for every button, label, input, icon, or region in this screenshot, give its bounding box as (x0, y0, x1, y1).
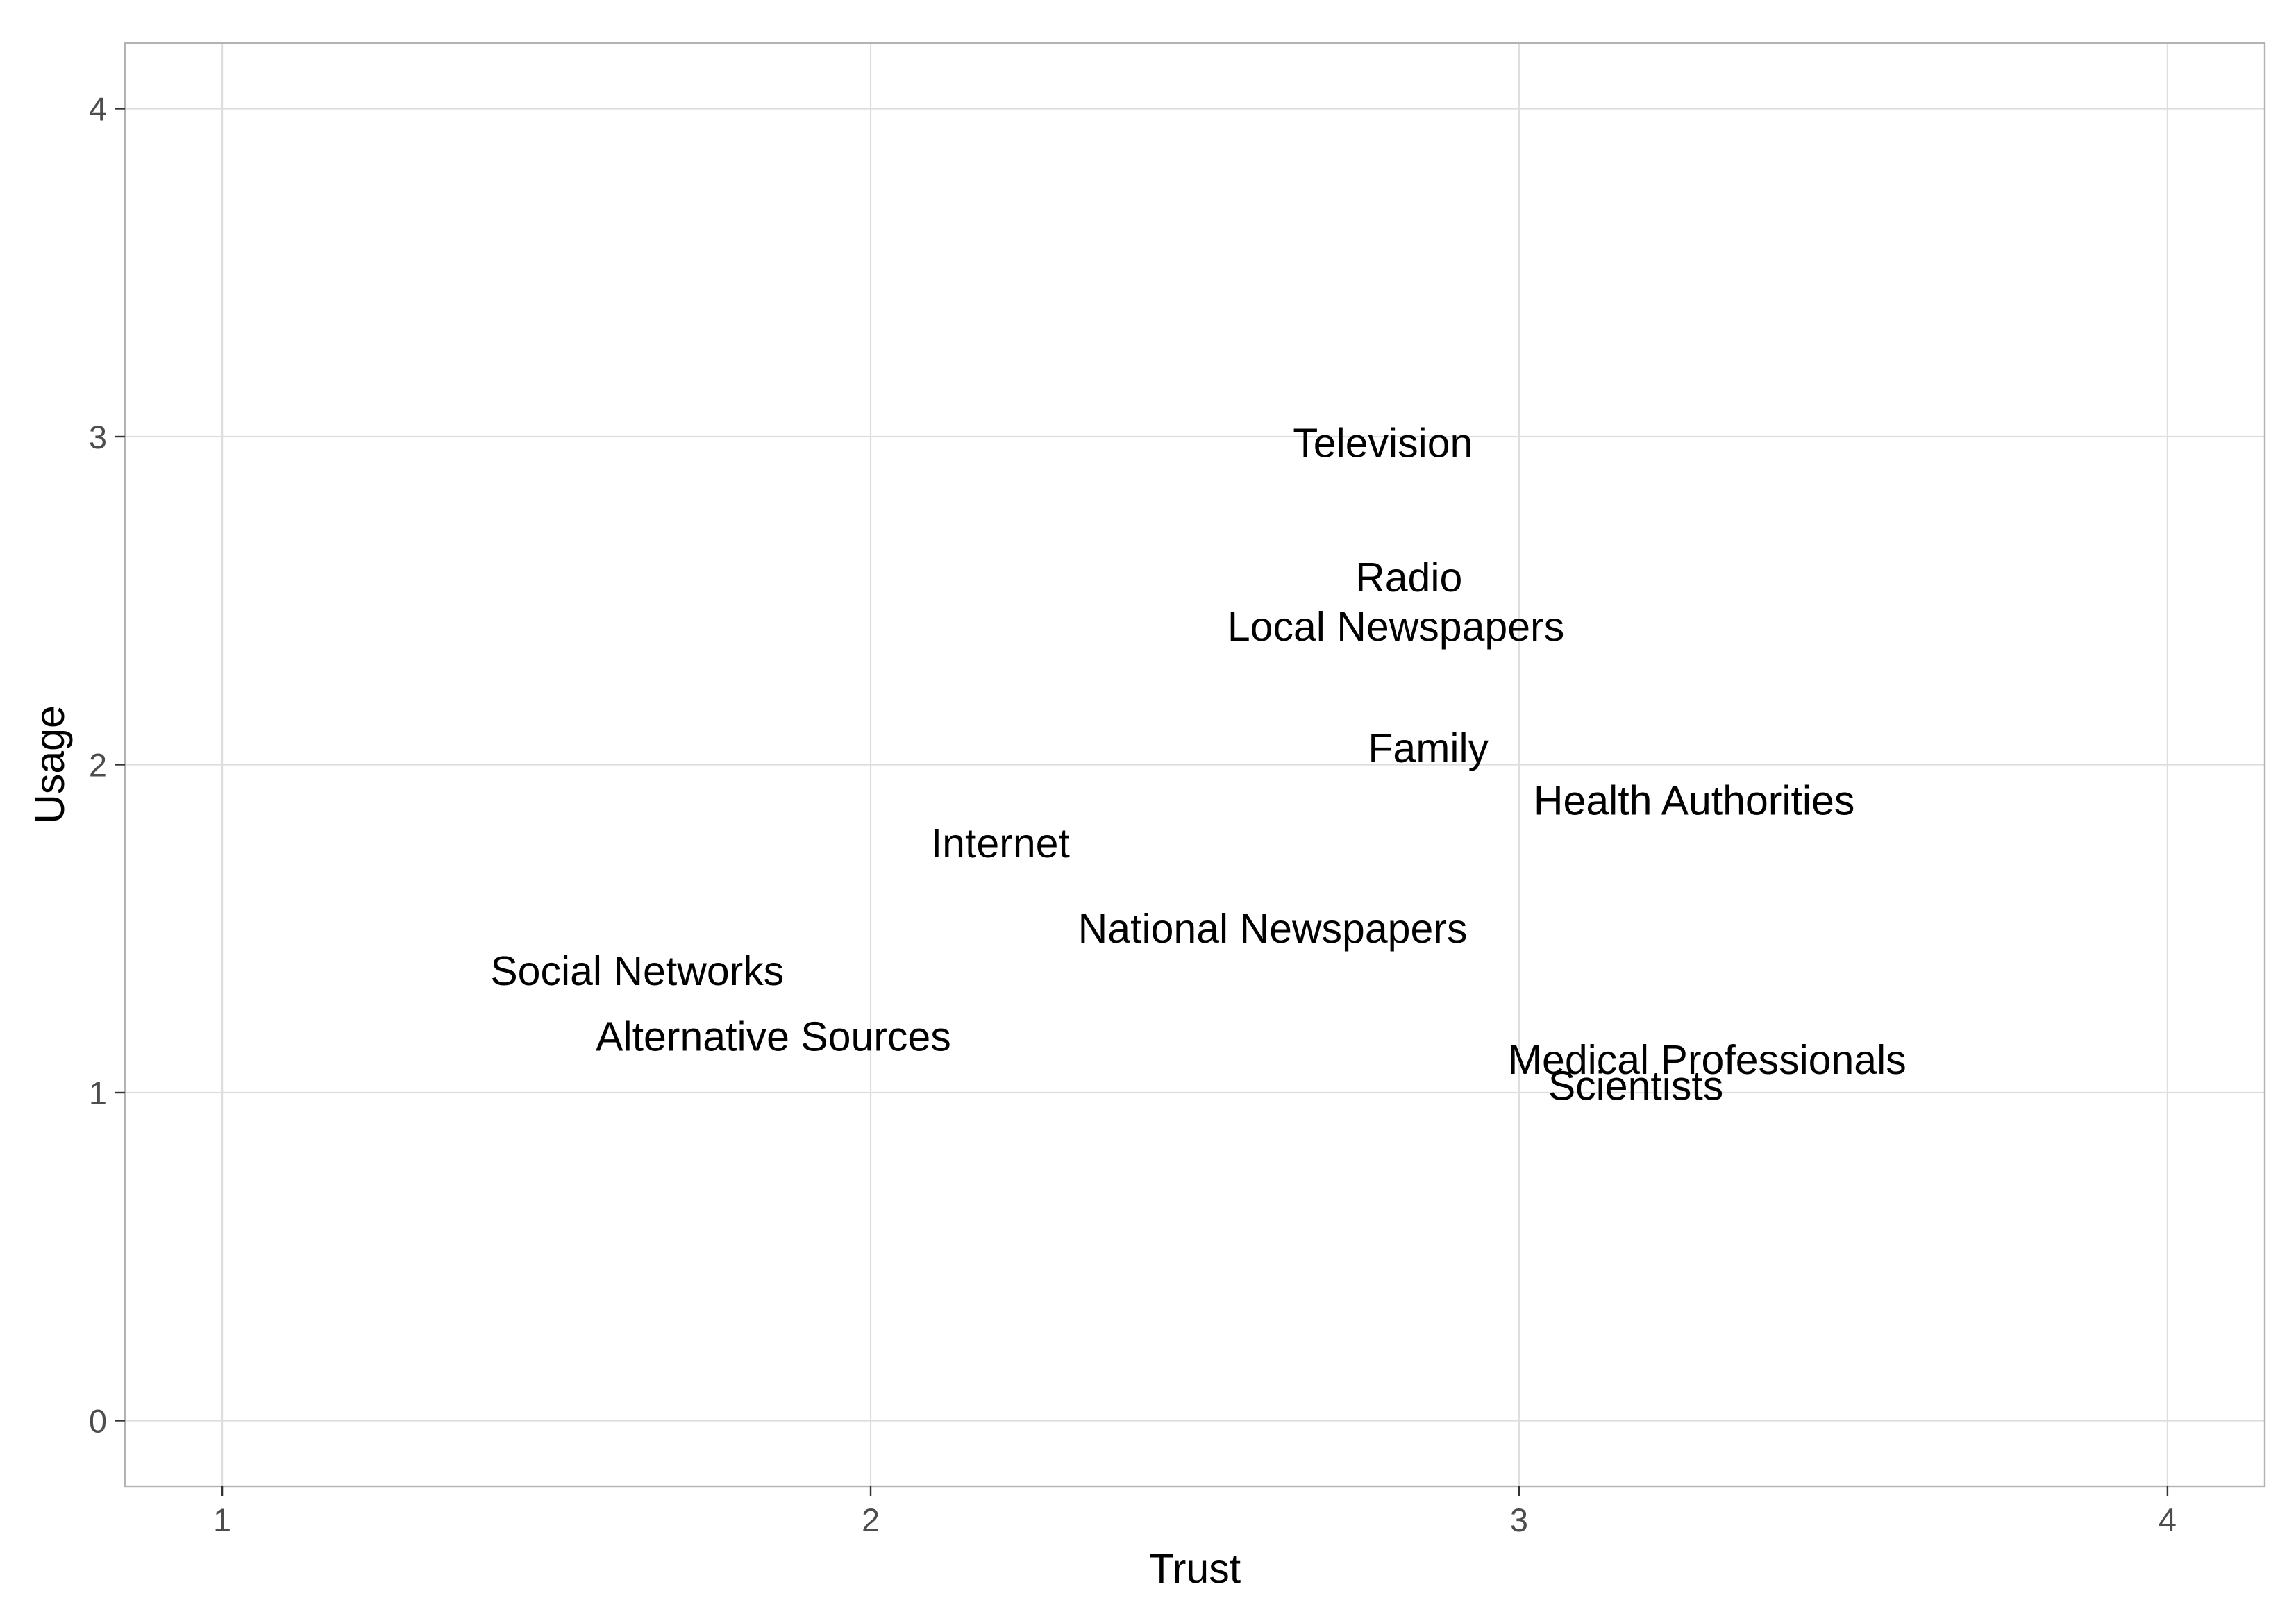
y-tick-label: 4 (89, 91, 107, 128)
x-tick-label: 1 (213, 1501, 231, 1538)
point-label: Social Networks (490, 948, 784, 994)
point-label: Health Authorities (1534, 777, 1854, 823)
x-axis-title: Trust (1149, 1546, 1241, 1592)
point-label: Local Newspapers (1227, 604, 1564, 650)
y-tick-label: 3 (89, 419, 107, 455)
point-label: Family (1368, 725, 1489, 771)
y-tick-label: 0 (89, 1403, 107, 1440)
point-label: Alternative Sources (596, 1014, 951, 1060)
point-label: Television (1293, 420, 1473, 466)
point-label: Scientists (1548, 1063, 1723, 1109)
grid-lines (125, 43, 2265, 1486)
point-label: National Newspapers (1078, 906, 1468, 952)
x-tick-label: 3 (1510, 1501, 1528, 1538)
y-tick-label: 2 (89, 747, 107, 784)
y-axis-title: Usage (27, 705, 73, 824)
axis-ticks: 1 2 3 4 0 1 2 3 4 (89, 91, 2177, 1539)
y-tick-label: 1 (89, 1075, 107, 1111)
x-tick-label: 4 (2159, 1501, 2177, 1538)
point-label: Internet (931, 821, 1070, 866)
x-tick-label: 2 (862, 1501, 880, 1538)
point-label: Medical Professionals (1508, 1037, 1907, 1083)
point-label: Radio (1355, 555, 1462, 600)
